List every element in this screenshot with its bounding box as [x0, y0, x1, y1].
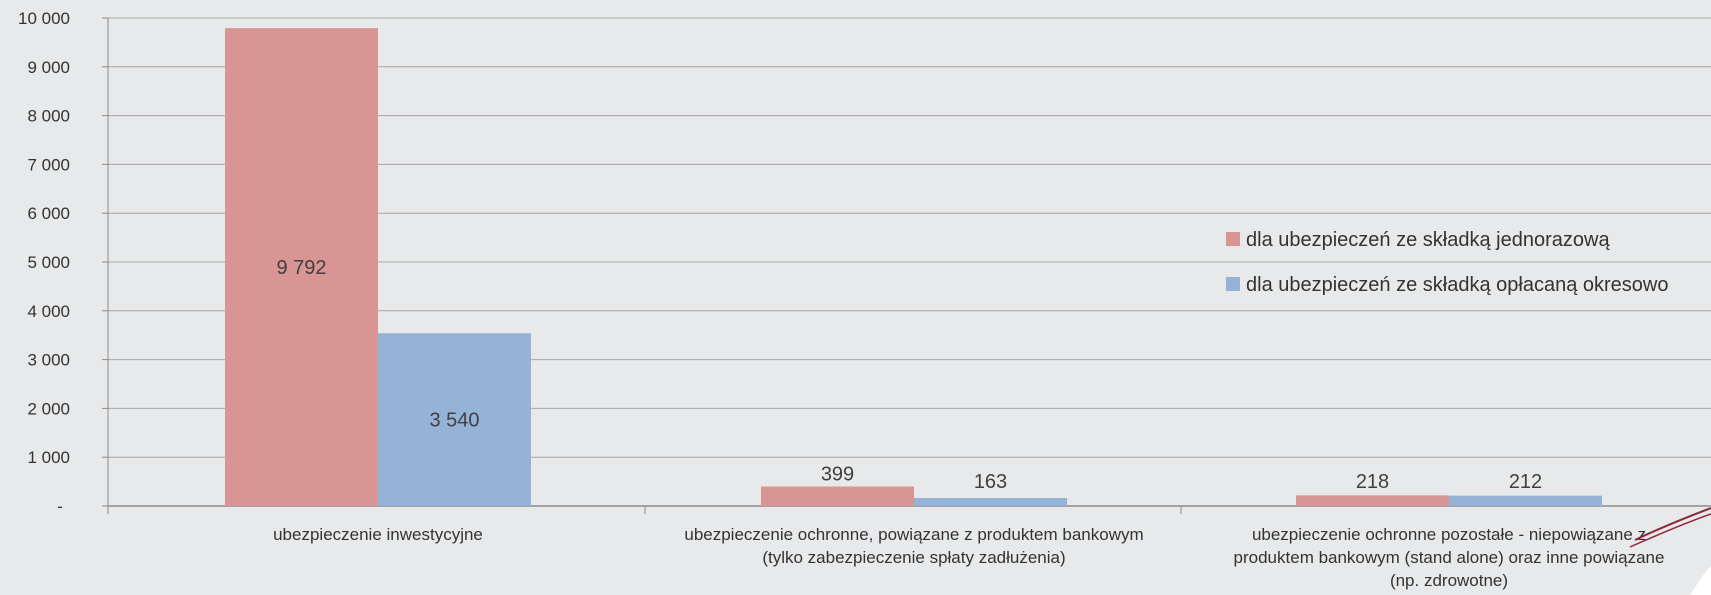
bar-series-1 [1296, 495, 1449, 506]
bar-series-1 [761, 486, 914, 506]
y-tick-label: 5 000 [27, 253, 70, 272]
legend-label: dla ubezpieczeń ze składką opłacaną okre… [1246, 274, 1669, 296]
x-category-label: ubezpieczenie ochronne, powiązane z prod… [684, 525, 1143, 544]
data-label: 399 [821, 464, 854, 486]
data-label: 163 [974, 471, 1007, 493]
x-category-label: ubezpieczenie inwestycyjne [273, 525, 483, 544]
bar-series-1 [225, 28, 378, 507]
legend-label: dla ubezpieczeń ze składką jednorazową [1246, 229, 1610, 251]
data-label: 218 [1356, 471, 1389, 493]
axes: - 1 000 2 000 3 000 4 000 5 000 6 000 7 000 8 00… [18, 9, 1711, 590]
y-tick-label: - [57, 497, 63, 516]
legend-swatch [1226, 277, 1240, 291]
y-tick-label: 4 000 [27, 302, 70, 321]
y-tick-label: 8 000 [27, 107, 70, 126]
y-tick-label: 9 000 [27, 58, 70, 77]
corner-logo-icon [1629, 507, 1711, 595]
bar-series-2 [1449, 495, 1602, 506]
y-tick-label: 7 000 [27, 155, 70, 174]
bar-series-2 [378, 333, 531, 506]
legend-swatch [1226, 232, 1240, 246]
y-tick-label: 10 000 [18, 9, 70, 28]
x-category-label: (tylko zabezpieczenie spłaty zadłużenia) [762, 548, 1065, 567]
y-tick-label: 2 000 [27, 399, 70, 418]
data-label: 3 540 [429, 410, 479, 432]
x-category-label: (np. zdrowotne) [1390, 571, 1508, 590]
x-category-label: ubezpieczenie ochronne pozostałe - niepo… [1252, 525, 1646, 544]
y-tick-label: 6 000 [27, 204, 70, 223]
bars [225, 28, 1602, 507]
data-labels: 9 792 399 218 3 540 163 212 [276, 257, 1542, 493]
data-label: 9 792 [276, 257, 326, 279]
y-tick-label: 3 000 [27, 351, 70, 370]
bar-series-2 [914, 498, 1067, 506]
y-tick-label: 1 000 [27, 448, 70, 467]
data-label: 212 [1509, 471, 1542, 493]
legend: dla ubezpieczeń ze składką jednorazową dl… [1226, 229, 1669, 296]
x-category-label: produktem bankowym (stand alone) oraz in… [1234, 548, 1665, 567]
